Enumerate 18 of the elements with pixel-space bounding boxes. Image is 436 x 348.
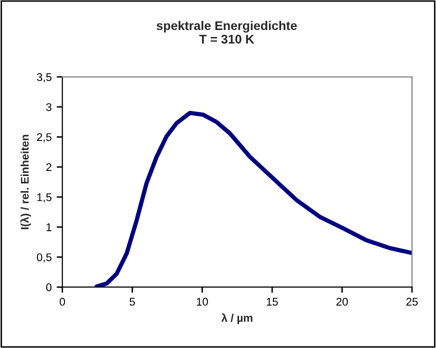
y-tick-label: 1,5	[37, 193, 52, 202]
y-tick-label: 3	[46, 103, 52, 112]
x-axis-title: λ / µm	[221, 313, 252, 324]
x-tick-label: 10	[196, 298, 208, 306]
y-tick-label: 0,5	[36, 253, 52, 263]
y-tick-label: 0	[46, 283, 52, 292]
line-series	[94, 110, 412, 288]
x-tick-label: 25	[406, 298, 418, 306]
y-axis-title: I(λ) / rel. Einheiten	[20, 134, 31, 230]
x-tick-label: 0	[60, 298, 66, 306]
chart-title: spektrale Energiedichte T = 310 K	[156, 20, 297, 44]
x-tick-label: 20	[336, 298, 348, 306]
y-tick-label: 3,5	[36, 73, 52, 82]
x-tick-label: 5	[130, 298, 135, 306]
x-tick-label: 15	[266, 298, 278, 306]
y-tick-label: 2	[46, 163, 52, 172]
y-tick-label: 2,5	[37, 133, 52, 142]
y-tick-label: 1	[46, 223, 52, 232]
